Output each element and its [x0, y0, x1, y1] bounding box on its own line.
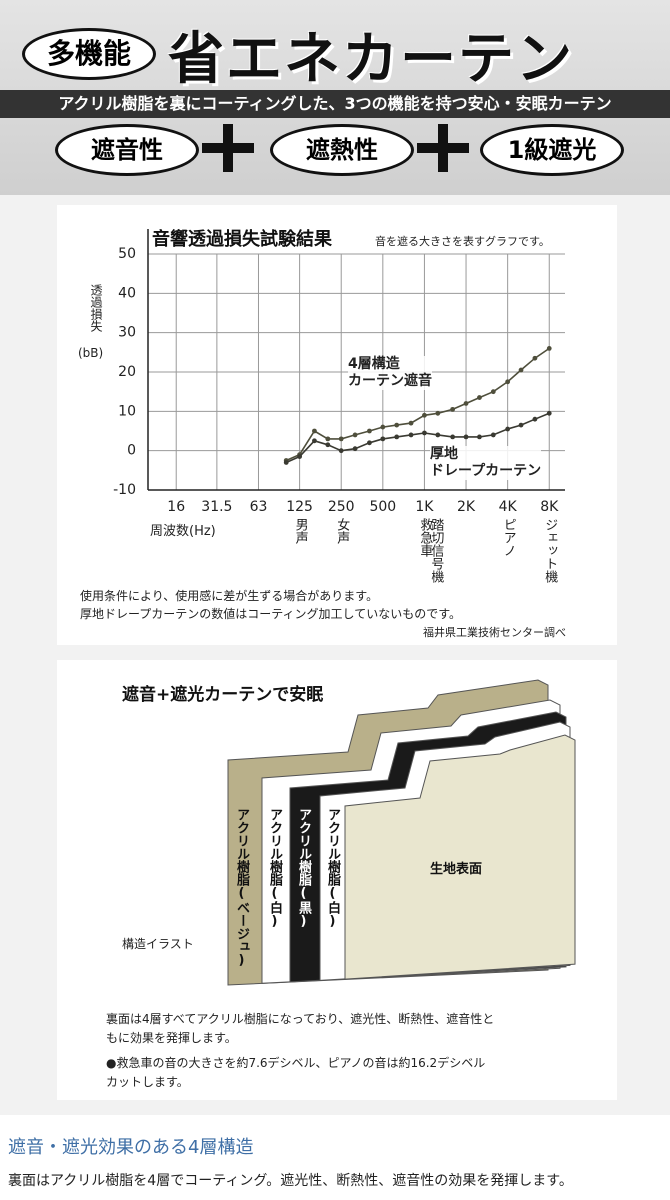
- feature: 遮音性: [55, 124, 199, 176]
- x-annotation: 女声: [334, 518, 350, 544]
- data-point: [463, 434, 469, 440]
- y-tick-label: 10: [118, 403, 136, 419]
- x-tick-label: 31.5: [201, 499, 232, 515]
- x-tick-label: 16: [167, 499, 185, 515]
- y-tick-label: 50: [118, 246, 136, 262]
- surface-label: 生地表面: [430, 862, 483, 877]
- feature: 1級遮光: [480, 124, 624, 176]
- plus-sign: [223, 124, 233, 172]
- series-label: 厚地 ドレープカーテン: [430, 446, 542, 480]
- data-point: [490, 432, 496, 438]
- data-point: [477, 434, 482, 440]
- plus-sign: [438, 124, 448, 172]
- chart-note: 使用条件により、使用感に差が生ずる場合があります。: [80, 589, 379, 603]
- footer-bg: [0, 1115, 670, 1200]
- data-point: [338, 448, 344, 454]
- data-point: [546, 410, 552, 416]
- series-line: [285, 412, 550, 464]
- data-point: [435, 410, 441, 416]
- x-annotation: 救急車: [417, 518, 433, 557]
- data-point: [408, 420, 414, 426]
- illustration-note: ●救急車の音の大きさを約7.6デシベル、ピアノの音は約16.2デシベルカットしま…: [106, 1056, 486, 1089]
- tagline: アクリル樹脂を裏にコーティングした、3つの機能を持つ安心・安眠カーテン: [0, 90, 670, 118]
- x-tick-label: 1K: [415, 499, 434, 515]
- data-point: [450, 406, 456, 412]
- x-annotation: 男声: [292, 518, 308, 544]
- data-point: [325, 442, 331, 448]
- y-tick-label: -10: [113, 482, 136, 498]
- data-point: [546, 346, 552, 351]
- y-tick-label: 30: [118, 325, 136, 341]
- layer-label: アクリル樹脂(白): [267, 808, 282, 929]
- x-tick-label: 8K: [540, 499, 559, 515]
- data-point: [422, 412, 427, 418]
- x-tick-label: 2K: [457, 499, 476, 515]
- y-tick-label: 20: [118, 364, 136, 380]
- data-point: [532, 355, 538, 361]
- x-annotation: ピアノ: [500, 518, 516, 557]
- layer-label: アクリル樹脂(ベージュ): [234, 808, 249, 968]
- x-tick-label: 63: [250, 499, 268, 515]
- y-label: 透過損失: [89, 284, 103, 332]
- x-tick-label: 4K: [499, 499, 518, 515]
- x-annotation: ジェット機: [542, 518, 558, 583]
- data-point: [297, 454, 303, 459]
- data-point: [450, 434, 456, 440]
- data-point: [380, 436, 386, 442]
- data-point: [352, 432, 358, 438]
- data-point: [394, 434, 400, 440]
- data-point: [283, 460, 289, 465]
- data-point: [518, 367, 524, 373]
- data-point: [505, 426, 511, 432]
- x-tick-label: 250: [328, 499, 355, 515]
- data-point: [463, 401, 469, 406]
- chart-note: 厚地ドレープカーテンの数値はコーティング加工していないものです。: [80, 607, 462, 621]
- chart-panel: [57, 205, 617, 645]
- series-label: 4層構造 カーテン遮音: [348, 356, 432, 390]
- chart-title: 音響透過損失試験結果: [152, 228, 333, 250]
- data-point: [532, 416, 538, 422]
- data-point: [312, 428, 317, 434]
- layer-label: アクリル樹脂(黒): [296, 808, 311, 929]
- data-point: [352, 446, 358, 452]
- data-point: [477, 395, 482, 400]
- x-tick-label: 500: [369, 499, 396, 515]
- x-annotation: 踏切信号機: [428, 518, 444, 583]
- x-tick-label: 125: [286, 499, 313, 515]
- caption: 構造イラスト: [122, 937, 194, 951]
- data-point: [312, 438, 317, 444]
- data-point: [380, 424, 386, 430]
- data-point: [325, 436, 331, 442]
- x-label: 周波数(Hz): [150, 524, 216, 539]
- chart-source: 福井県工業技術センター調べ: [423, 626, 566, 639]
- y-tick-label: 40: [118, 285, 136, 301]
- chart-subtitle: 音を遮る大きさを表すグラフです。: [375, 234, 550, 248]
- data-point: [518, 422, 524, 428]
- layer-label: アクリル樹脂(白): [325, 808, 340, 929]
- illustration-title: 遮音+遮光カーテンで安眠: [122, 685, 324, 705]
- y-label-unit: (bB): [78, 346, 104, 360]
- data-point: [408, 432, 414, 438]
- feature: 遮熱性: [270, 124, 414, 176]
- main-title: 省エネカーテン: [168, 27, 574, 92]
- illustration-note: 裏面は4層すべてアクリル樹脂になっており、遮光性、断熱性、遮音性ともに効果を発揮…: [106, 1012, 495, 1045]
- data-point: [367, 428, 372, 434]
- data-point: [490, 389, 496, 395]
- y-tick-label: 0: [127, 443, 136, 459]
- data-point: [505, 379, 511, 385]
- data-point: [435, 432, 441, 438]
- footer-text: 裏面はアクリル樹脂を4層でコーティング。遮光性、断熱性、遮音性の効果を発揮します…: [8, 1173, 573, 1189]
- data-point: [338, 436, 344, 442]
- badge: 多機能: [22, 28, 156, 80]
- data-point: [394, 422, 400, 428]
- layer-shape: [344, 734, 576, 980]
- data-point: [367, 440, 372, 446]
- footer-heading: 遮音・遮光効果のある4層構造: [8, 1137, 254, 1158]
- data-point: [422, 430, 427, 436]
